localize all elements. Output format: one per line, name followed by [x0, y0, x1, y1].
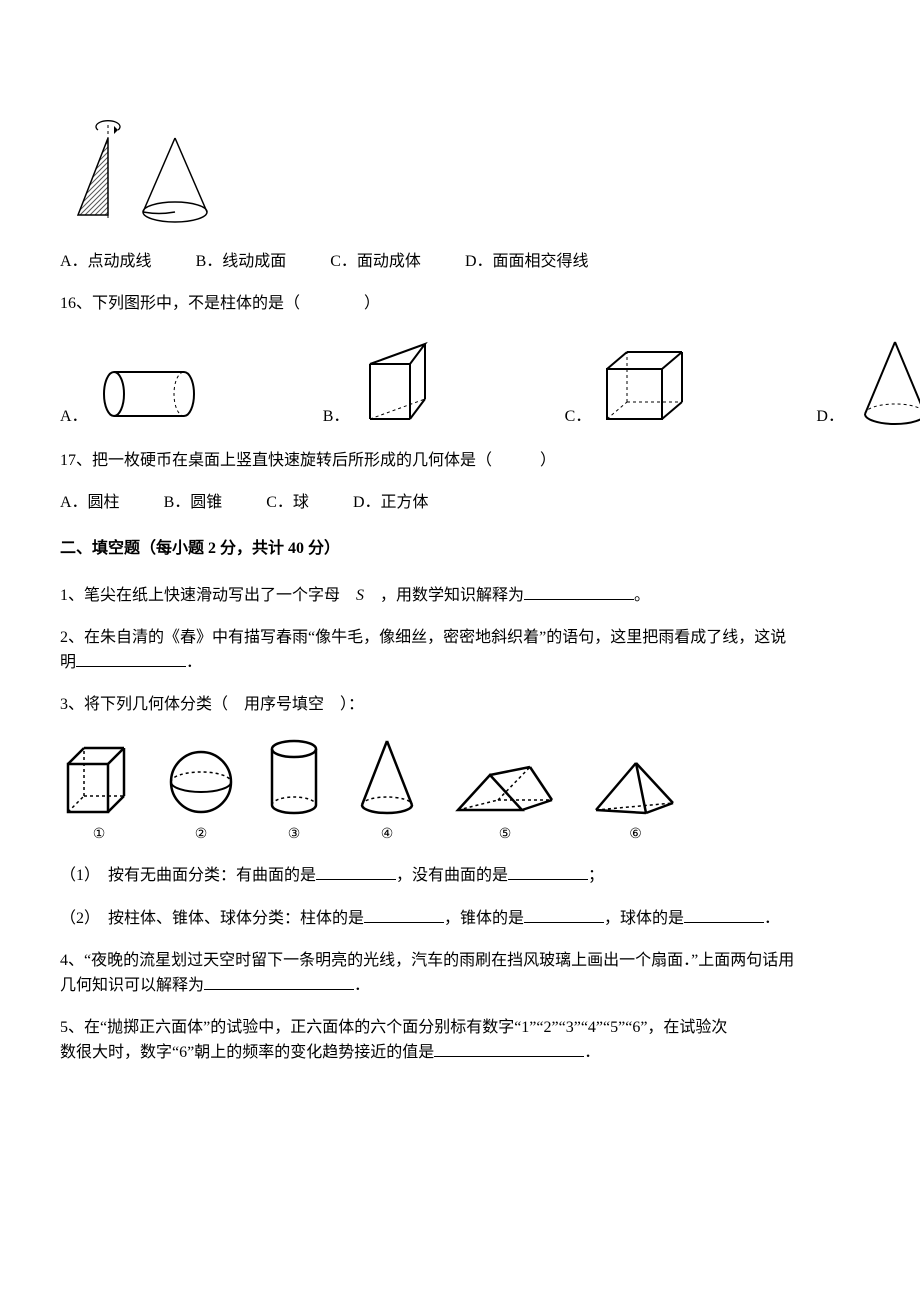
fill-3-sub2-blank3[interactable] — [684, 906, 764, 923]
fill-3-sub2: （2） 按柱体、锥体、球体分类：柱体的是 ，锥体的是 ，球体的是 ． — [60, 906, 920, 931]
cuboid-icon — [597, 344, 697, 429]
q15-figure — [60, 120, 920, 230]
fill-1-post1: ，用数学知识解释为 — [364, 587, 524, 604]
q16-opt-a: A． — [60, 359, 204, 429]
shape-cube: ① — [60, 742, 138, 845]
fill-3-sub2-tail: ． — [764, 910, 780, 927]
fill-3-sub1-tail: ； — [588, 867, 604, 884]
shape-pyramid: ⑥ — [588, 755, 683, 845]
q15-choice-b: B．线动成面 — [196, 253, 287, 270]
fill-3-sub2-pre: （2） 按柱体、锥体、球体分类：柱体的是 — [60, 910, 364, 927]
q16-stem: 16、下列图形中，不是柱体的是（ ） — [60, 292, 920, 316]
fill-2-tail: ． — [186, 654, 202, 671]
q17-choice-d: D．正方体 — [353, 494, 429, 511]
q17-choice-c: C．球 — [266, 494, 309, 511]
fill-3-sub2-blank2[interactable] — [524, 906, 604, 923]
shape-label-2: ② — [195, 824, 208, 845]
shape-label-4: ④ — [381, 824, 394, 845]
fill-4-line2pre: 几何知识可以解释为 — [60, 977, 204, 994]
fill-4-tail: ． — [354, 977, 370, 994]
q16-opt-d: D． — [816, 334, 920, 429]
q16-label-a: A． — [60, 405, 88, 429]
fill-5-tail: ． — [584, 1044, 600, 1061]
q16-label-d: D． — [816, 405, 844, 429]
fill-2-line1: 2、在朱自清的《春》中有描写春雨“像牛毛，像细丝，密密地斜织着”的语句，这里把雨… — [60, 629, 786, 646]
fill-3-sub1-pre: （1） 按有无曲面分类：有曲面的是 — [60, 867, 316, 884]
fill-3-sub2-mid2: ，球体的是 — [604, 910, 684, 927]
fill-3-shapes: ① ② ③ ④ — [60, 735, 920, 845]
q16-options: A． B． C． — [60, 334, 920, 429]
q15-choices: A．点动成线 B．线动成面 C．面动成体 D．面面相交得线 — [60, 250, 920, 274]
q17-choice-a: A．圆柱 — [60, 494, 120, 511]
shape-cone: ④ — [352, 735, 422, 845]
fill-3-sub2-mid1: ，锥体的是 — [444, 910, 524, 927]
cylinder-horizontal-icon — [94, 359, 204, 429]
q15-choice-a: A．点动成线 — [60, 253, 152, 270]
fill-3-sub1-blank2[interactable] — [508, 863, 588, 880]
fill-3-sub1: （1） 按有无曲面分类：有曲面的是 ，没有曲面的是 ； — [60, 863, 920, 888]
fill-1-blank[interactable] — [524, 583, 634, 600]
shape-cylinder: ③ — [264, 735, 324, 845]
shape-label-5: ⑤ — [499, 824, 512, 845]
fill-2-line2pre: 明 — [60, 654, 76, 671]
fill-1-pre: 1、笔尖在纸上快速滑动写出了一个字母 — [60, 587, 356, 604]
fill-3-sub1-mid: ，没有曲面的是 — [396, 867, 508, 884]
q15-choice-d: D．面面相交得线 — [465, 253, 589, 270]
fill-1-var: S — [356, 587, 364, 604]
q16-opt-c: C． — [565, 344, 698, 429]
fill-2-blank[interactable] — [76, 650, 186, 667]
shape-label-1: ① — [93, 824, 106, 845]
fill-1-tail: 。 — [634, 587, 650, 604]
fill-5: 5、在“抛掷正六面体”的试验中，正六面体的六个面分别标有数字“1”“2”“3”“… — [60, 1016, 920, 1065]
q17-stem: 17、把一枚硬币在桌面上竖直快速旋转后所形成的几何体是（ ） — [60, 449, 920, 473]
shape-label-6: ⑥ — [629, 824, 642, 845]
shape-sphere: ② — [166, 742, 236, 845]
q17-choices: A．圆柱 B．圆锥 C．球 D．正方体 — [60, 491, 920, 515]
fill-5-line2pre: 数很大时，数字“6”朝上的频率的变化趋势接近的值是 — [60, 1044, 434, 1061]
q17-choice-b: B．圆锥 — [164, 494, 223, 511]
fill-4-line1: 4、“夜晚的流星划过天空时留下一条明亮的光线，汽车的雨刷在挡风玻璃上画出一个扇面… — [60, 952, 794, 969]
q16-label-c: C． — [565, 405, 592, 429]
shape-label-3: ③ — [288, 824, 301, 845]
q15-choice-c: C．面动成体 — [330, 253, 421, 270]
cone-icon — [850, 334, 920, 429]
section2-title: 二、填空题（每小题 2 分，共计 40 分） — [60, 537, 920, 561]
triangular-prism-icon — [355, 334, 445, 429]
fill-3-sub2-blank1[interactable] — [364, 906, 444, 923]
fill-5-blank[interactable] — [434, 1040, 584, 1057]
fill-3-sub1-blank1[interactable] — [316, 863, 396, 880]
fill-5-line1: 5、在“抛掷正六面体”的试验中，正六面体的六个面分别标有数字“1”“2”“3”“… — [60, 1019, 727, 1036]
shape-prism-lying: ⑤ — [450, 755, 560, 845]
fill-1: 1、笔尖在纸上快速滑动写出了一个字母 S ，用数学知识解释为 。 — [60, 583, 920, 608]
q15-svg — [60, 120, 220, 230]
fill-3-stem: 3、将下列几何体分类（ 用序号填空 ）： — [60, 693, 920, 717]
q16-label-b: B． — [323, 405, 350, 429]
q16-opt-b: B． — [323, 334, 446, 429]
fill-2: 2、在朱自清的《春》中有描写春雨“像牛毛，像细丝，密密地斜织着”的语句，这里把雨… — [60, 626, 920, 675]
fill-4: 4、“夜晚的流星划过天空时留下一条明亮的光线，汽车的雨刷在挡风玻璃上画出一个扇面… — [60, 949, 920, 998]
fill-4-blank[interactable] — [204, 973, 354, 990]
